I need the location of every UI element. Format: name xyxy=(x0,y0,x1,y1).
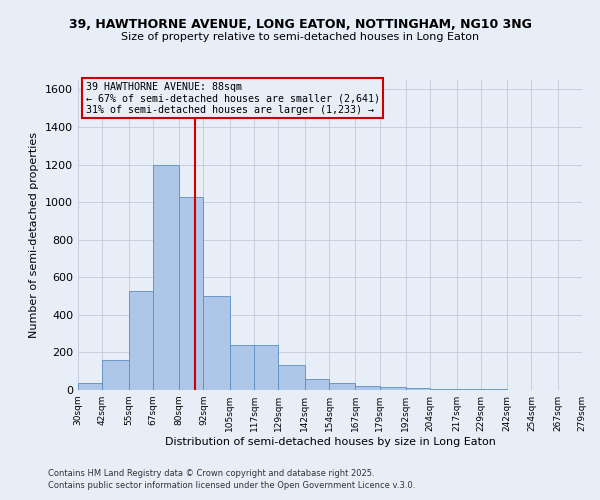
Text: 39 HAWTHORNE AVENUE: 88sqm
← 67% of semi-detached houses are smaller (2,641)
31%: 39 HAWTHORNE AVENUE: 88sqm ← 67% of semi… xyxy=(86,82,380,115)
Text: Contains public sector information licensed under the Open Government Licence v.: Contains public sector information licen… xyxy=(48,481,415,490)
Bar xyxy=(406,388,430,390)
Bar xyxy=(230,345,254,390)
Bar xyxy=(203,296,230,390)
Bar xyxy=(254,345,278,390)
Bar xyxy=(380,387,406,390)
X-axis label: Distribution of semi-detached houses by size in Long Eaton: Distribution of semi-detached houses by … xyxy=(164,437,496,447)
Bar xyxy=(430,389,457,390)
Bar xyxy=(305,378,329,390)
Bar xyxy=(179,198,203,390)
Bar xyxy=(128,292,153,390)
Text: Size of property relative to semi-detached houses in Long Eaton: Size of property relative to semi-detach… xyxy=(121,32,479,42)
Text: Contains HM Land Registry data © Crown copyright and database right 2025.: Contains HM Land Registry data © Crown c… xyxy=(48,468,374,477)
Bar xyxy=(78,384,102,390)
Bar xyxy=(153,164,179,390)
Bar xyxy=(457,389,481,390)
Text: 39, HAWTHORNE AVENUE, LONG EATON, NOTTINGHAM, NG10 3NG: 39, HAWTHORNE AVENUE, LONG EATON, NOTTIN… xyxy=(68,18,532,30)
Bar xyxy=(102,360,128,390)
Y-axis label: Number of semi-detached properties: Number of semi-detached properties xyxy=(29,132,40,338)
Bar xyxy=(355,386,380,390)
Bar xyxy=(278,364,305,390)
Bar xyxy=(329,384,355,390)
